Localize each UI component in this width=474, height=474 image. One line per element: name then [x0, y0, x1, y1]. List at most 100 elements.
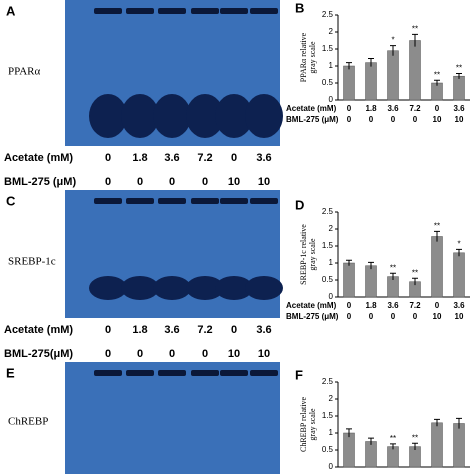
row-value: 0: [347, 301, 352, 310]
y-tick-label: 2.5: [322, 377, 334, 386]
row-value: 10: [455, 115, 464, 124]
y-axis-label: SREBP-1c relative: [299, 224, 308, 285]
row-label: BML-275 (μM): [286, 115, 339, 124]
smear: [245, 94, 283, 138]
row-value: 0: [137, 176, 143, 188]
error-bar: [434, 418, 440, 427]
band: [191, 8, 219, 14]
y-axis-label: PPARα relative: [299, 32, 308, 82]
error-bar: [368, 261, 374, 270]
error-bar: [346, 428, 352, 438]
row-label: Acetate (mM): [4, 324, 73, 336]
row-value: 10: [455, 312, 464, 321]
significance: **: [412, 24, 418, 33]
panel-letter: A: [6, 3, 16, 18]
error-bar: [456, 248, 462, 257]
smear: [215, 276, 253, 300]
error-bar: [456, 417, 462, 429]
band: [191, 198, 219, 204]
error-bar: [456, 72, 462, 79]
smear: [89, 276, 127, 300]
bar: [387, 50, 399, 101]
bar: [365, 62, 377, 101]
row-value: 3.6: [256, 324, 271, 336]
row-value: 0: [369, 115, 374, 124]
row-value: 0: [347, 104, 352, 113]
row-value: 10: [228, 348, 240, 360]
row-value: 0: [105, 324, 111, 336]
band: [191, 370, 219, 376]
error-bar: [346, 259, 352, 266]
row-value: 0: [231, 152, 237, 164]
error-bar: [412, 277, 418, 286]
protein-label: PPARα: [8, 66, 41, 78]
smear: [121, 94, 159, 138]
bar: [431, 236, 443, 298]
panel-letter: C: [6, 193, 16, 208]
band: [94, 8, 122, 14]
row-value: 0: [137, 348, 143, 360]
row-value: 7.2: [197, 152, 212, 164]
band: [250, 370, 278, 376]
row-value: 1.8: [365, 104, 377, 113]
row-value: 0: [105, 152, 111, 164]
band: [250, 198, 278, 204]
y-tick-label: 1.5: [322, 411, 334, 420]
significance: *: [391, 36, 394, 45]
y-tick-label: 2: [329, 27, 334, 36]
row-value: 1.8: [365, 301, 377, 310]
significance: **: [412, 268, 418, 277]
row-label: BML-275(μM): [4, 348, 73, 360]
smear: [245, 276, 283, 300]
blot: [65, 362, 280, 474]
panel-letter: E: [6, 365, 15, 380]
bar: [409, 40, 421, 101]
row-value: 7.2: [409, 104, 421, 113]
row-label: Acetate (mM): [286, 301, 337, 310]
row-value: 1.8: [132, 152, 147, 164]
smear: [121, 276, 159, 300]
band: [220, 8, 248, 14]
y-tick-label: 0: [329, 462, 334, 471]
band: [250, 8, 278, 14]
band: [94, 370, 122, 376]
row-value: 1.8: [132, 324, 147, 336]
panel-letter: D: [295, 197, 304, 212]
row-value: 3.6: [387, 301, 399, 310]
panel-letter: F: [295, 367, 303, 382]
bar: [343, 262, 355, 298]
protein-label: SREBP-1c: [8, 256, 56, 268]
y-tick-label: 0.5: [322, 445, 334, 454]
row-value: 0: [231, 324, 237, 336]
row-value: 0: [391, 312, 396, 321]
row-value: 0: [347, 115, 352, 124]
row-label: BML-275 (μM): [286, 312, 339, 321]
row-value: 3.6: [387, 104, 399, 113]
row-value: 0: [435, 301, 440, 310]
bar: [343, 65, 355, 101]
band: [220, 370, 248, 376]
panel-letter: B: [295, 0, 304, 15]
bar: [431, 422, 443, 468]
row-value: 0: [169, 348, 175, 360]
row-value: 0: [413, 312, 418, 321]
y-tick-label: 2: [329, 224, 334, 233]
y-tick-label: 1.5: [322, 241, 334, 250]
y-tick-label: 1.5: [322, 44, 334, 53]
row-value: 0: [169, 176, 175, 188]
row-label: Acetate (mM): [286, 104, 337, 113]
band: [126, 198, 154, 204]
row-value: 3.6: [453, 301, 465, 310]
y-tick-label: 1: [329, 61, 334, 70]
band: [126, 370, 154, 376]
protein-label: ChREBP: [8, 416, 48, 428]
error-bar: [390, 45, 396, 56]
y-tick-label: 0.5: [322, 275, 334, 284]
error-bar: [368, 58, 374, 67]
bar: [343, 432, 355, 468]
row-value: 0: [413, 115, 418, 124]
smear: [186, 94, 224, 138]
row-label: Acetate (mM): [4, 152, 73, 164]
y-tick-label: 2: [329, 394, 334, 403]
